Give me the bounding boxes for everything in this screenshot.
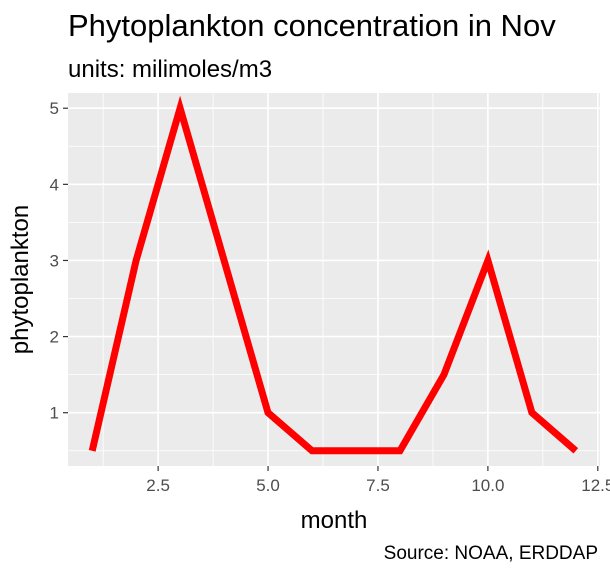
series-line-0: [88, 95, 579, 455]
chart-title: Phytoplankton concentration in Nov: [68, 8, 556, 43]
y-tick-label: 4: [50, 175, 59, 194]
grid-minor: [68, 93, 600, 466]
x-tick-label: 5.0: [256, 476, 280, 495]
x-tick-label: 2.5: [146, 476, 170, 495]
plot-panel: [68, 93, 600, 466]
x-axis-title: month: [301, 507, 368, 534]
y-tick-label: 5: [50, 99, 59, 118]
series-layer: [88, 95, 579, 455]
x-tick-label: 10.0: [471, 476, 504, 495]
y-tick-label: 3: [50, 251, 59, 270]
y-tick-label: 2: [50, 328, 59, 347]
x-tick-label: 7.5: [366, 476, 390, 495]
y-tick-label: 1: [50, 404, 59, 423]
chart-subtitle: units: milimoles/m3: [68, 56, 273, 83]
y-axis-ticks: 1 2 3 4 5: [50, 99, 68, 423]
x-tick-label: 12.5: [581, 476, 610, 495]
x-axis-ticks: 2.5 5.0 7.5 10.0 12.5: [146, 466, 610, 495]
y-axis-title: phytoplankton: [7, 205, 34, 354]
chart-caption: Source: NOAA, ERDDAP: [383, 543, 598, 564]
